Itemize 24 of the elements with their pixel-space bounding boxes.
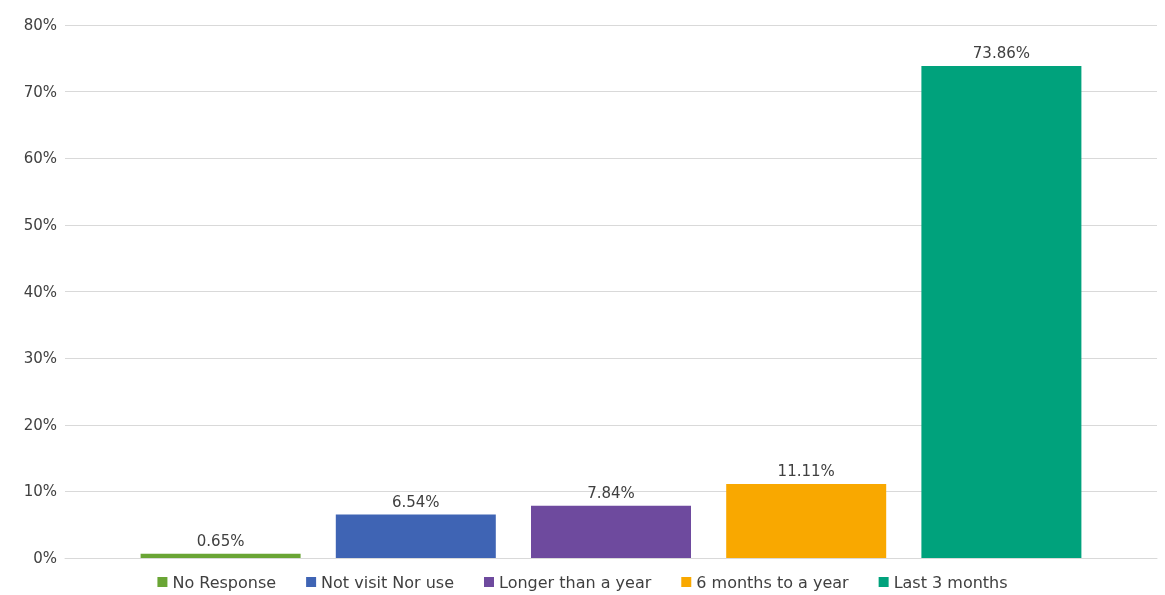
y-tick-label: 40% [23, 282, 57, 301]
bar [140, 553, 301, 558]
bar [921, 65, 1082, 558]
y-tick-label: 60% [23, 149, 57, 168]
y-tick-label: 30% [23, 349, 57, 368]
legend-label: No Response [172, 572, 277, 592]
data-label: 73.86% [972, 44, 1030, 63]
y-tick-label: 0% [33, 549, 57, 567]
data-label: 11.11% [777, 462, 835, 481]
y-tick-label: 50% [23, 215, 57, 234]
data-label: 0.65% [196, 532, 245, 551]
data-label: 7.84% [587, 484, 635, 503]
y-tick-label: 10% [23, 482, 57, 501]
y-tick-label: 80% [23, 16, 57, 34]
data-label: 6.54% [391, 492, 440, 511]
legend-label: Last 3 months [893, 572, 1008, 592]
y-tick-label: 20% [23, 415, 57, 434]
legend-label: 6 months to a year [696, 572, 850, 592]
legend-label: Not visit Nor use [321, 572, 455, 592]
bar [335, 514, 496, 558]
legend-label: Longer than a year [499, 572, 652, 592]
y-tick-label: 70% [23, 82, 57, 101]
bar [531, 505, 691, 558]
bar [726, 483, 887, 558]
